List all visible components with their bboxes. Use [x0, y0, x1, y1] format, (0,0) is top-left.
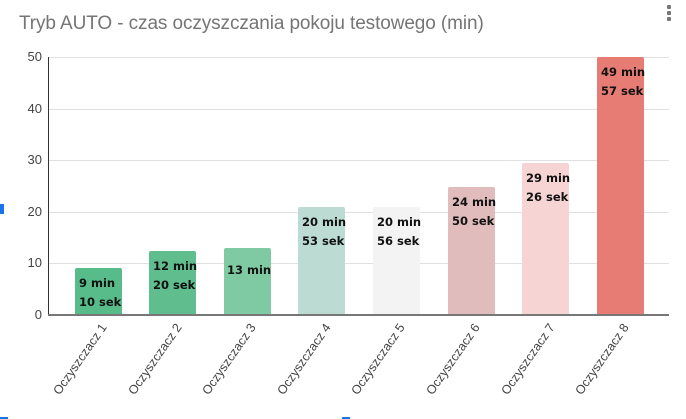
- x-tick-label: Oczyszczacz 8: [572, 320, 632, 398]
- x-tick-label: Oczyszczacz 4: [274, 320, 334, 398]
- bar-8[interactable]: 49 min 57 sek: [597, 57, 646, 315]
- x-tick-label: Oczyszczacz 1: [50, 320, 110, 398]
- bar-3[interactable]: 13 min: [224, 248, 271, 315]
- y-axis: [48, 57, 49, 315]
- bar-data-label: 49 min 57 sek: [601, 65, 646, 98]
- x-axis: [48, 314, 669, 316]
- x-tick-label: Oczyszczacz 3: [199, 320, 259, 398]
- bar-data-label: 12 min 20 sek: [153, 259, 198, 292]
- y-tick-label: 20: [27, 204, 42, 219]
- bar-7[interactable]: 29 min 26 sek: [522, 163, 571, 315]
- x-tick-label: Oczyszczacz 5: [348, 320, 408, 398]
- gridline: [48, 57, 669, 58]
- selection-handle-bottom-center[interactable]: [342, 417, 350, 419]
- more-vert-icon[interactable]: [664, 2, 674, 24]
- chart-title: Tryb AUTO - czas oczyszczania pokoju tes…: [19, 13, 484, 34]
- y-tick-label: 30: [27, 152, 42, 167]
- y-tick-label: 50: [27, 49, 42, 64]
- bar-data-label: 20 min 56 sek: [377, 215, 422, 248]
- selection-handle-bottom-left[interactable]: [0, 417, 8, 419]
- bar-2[interactable]: 12 min 20 sek: [149, 251, 198, 315]
- bar-data-label: 9 min 10 sek: [79, 276, 122, 309]
- bar-data-label: 13 min: [227, 263, 272, 277]
- x-tick-label: Oczyszczacz 6: [423, 320, 483, 398]
- y-tick-label: 10: [27, 255, 42, 270]
- gridline: [48, 160, 669, 161]
- gridline: [48, 212, 669, 213]
- bar-4[interactable]: 20 min 53 sek: [298, 207, 347, 315]
- gridline: [48, 109, 669, 110]
- bar-1[interactable]: 9 min 10 sek: [75, 268, 122, 315]
- bar-data-label: 29 min 26 sek: [526, 171, 571, 204]
- bar-data-label: 20 min 53 sek: [302, 215, 347, 248]
- bar-6[interactable]: 24 min 50 sek: [448, 187, 497, 315]
- y-tick-label: 40: [27, 101, 42, 116]
- gridline: [48, 263, 669, 264]
- y-tick-label: 0: [34, 307, 42, 322]
- x-tick-label: Oczyszczacz 2: [125, 320, 185, 398]
- selection-handle-left[interactable]: [0, 204, 4, 214]
- bar-5[interactable]: 20 min 56 sek: [373, 207, 422, 315]
- bar-data-label: 24 min 50 sek: [452, 195, 497, 228]
- x-tick-label: Oczyszczacz 7: [498, 320, 558, 398]
